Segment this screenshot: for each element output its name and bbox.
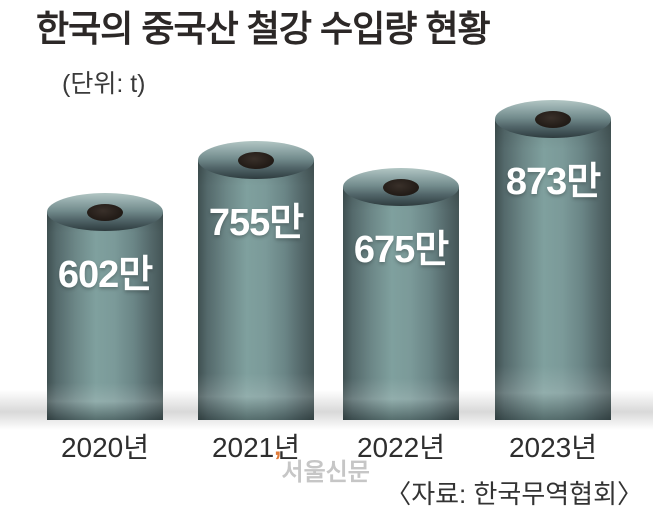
cylinder-body <box>47 212 163 420</box>
x-axis-label: 2023년 <box>508 432 598 463</box>
chart-title: 한국의 중국산 철강 수입량 현황 <box>36 8 491 49</box>
bar-value-label: 675만 <box>353 229 449 272</box>
watermark-quote-icon: ’ <box>274 446 282 476</box>
bar-value-label: 873만 <box>505 160 601 203</box>
bar-group-2022년: 675만 2022년 <box>343 0 459 510</box>
cylinder-cap <box>47 193 163 232</box>
data-source-note: 〈자료: 한국무역협회〉 <box>385 479 643 509</box>
newspaper-watermark: ’서울신문 <box>274 448 370 487</box>
bar-group-2020년: 602만 2020년 <box>47 0 163 510</box>
coil-hole <box>238 151 274 169</box>
x-axis-label: 2021년 <box>211 432 301 463</box>
cylinder-body <box>495 118 611 421</box>
coil-hole <box>535 110 571 128</box>
watermark-text: 서울신문 <box>281 459 370 486</box>
cylinder-body <box>343 187 459 420</box>
cylinder-cap <box>343 168 459 207</box>
unit-label: (단위: t) <box>62 70 146 98</box>
coil-hole <box>87 204 123 222</box>
bar-group-2023년: 873만 2023년 <box>495 0 611 510</box>
bar-value-label: 602만 <box>57 254 153 297</box>
coil-hole <box>383 179 419 197</box>
cylinder-cap <box>198 140 314 179</box>
cylinder-body <box>198 159 314 421</box>
x-axis-label: 2020년 <box>60 432 150 463</box>
cylinder-cap <box>495 99 611 138</box>
bar-value-label: 755만 <box>208 201 304 244</box>
x-axis-label: 2022년 <box>356 432 446 463</box>
bar-group-2021년: 755만 2021년 <box>198 0 314 510</box>
